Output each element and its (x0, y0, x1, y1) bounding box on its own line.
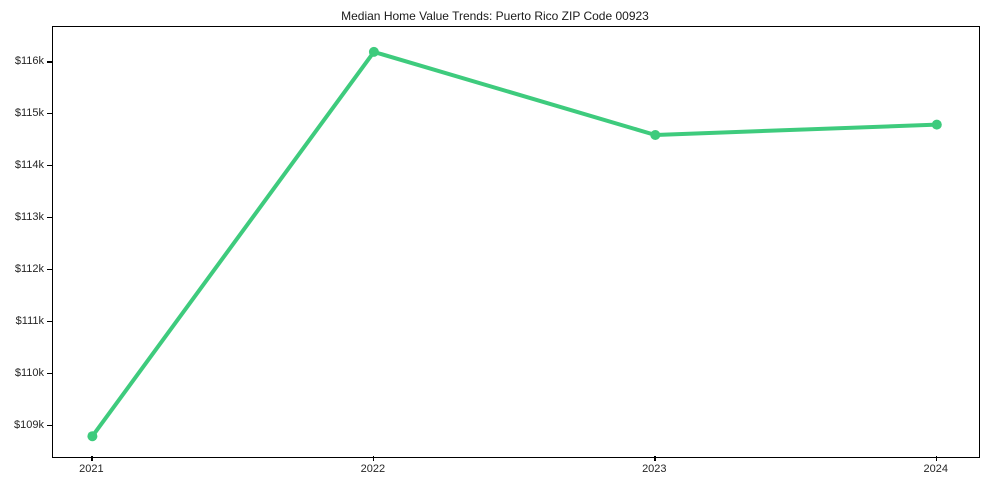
y-tick-mark (47, 320, 52, 323)
x-tick-label: 2022 (360, 463, 386, 475)
data-point-2021 (87, 431, 98, 442)
y-tick-label: $109k (14, 418, 44, 431)
y-tick-label: $116k (14, 55, 44, 68)
data-point-2023 (650, 130, 661, 140)
y-tick-label: $114k (14, 159, 44, 172)
y-tick-label: $115k (14, 107, 44, 120)
y-tick-mark (47, 269, 52, 271)
x-tick-mark (654, 456, 656, 461)
x-tick-label: 2021 (79, 463, 104, 475)
data-point-2022 (368, 46, 379, 57)
y-tick-mark (47, 113, 52, 115)
plot-area (52, 26, 980, 458)
y-tick-mark (47, 217, 52, 219)
x-tick-mark (91, 456, 93, 461)
y-tick-mark (47, 61, 52, 63)
line-chart-svg (87, 46, 942, 442)
y-tick-mark (47, 424, 52, 427)
x-tick-label: 2023 (642, 463, 667, 475)
y-tick-label: $112k (14, 263, 44, 276)
trend-line (90, 49, 939, 439)
y-tick-label: $111k (15, 314, 44, 327)
y-tick-label: $113k (14, 211, 44, 224)
x-tick-mark (372, 456, 375, 461)
y-tick-mark (47, 165, 52, 167)
y-tick-mark (47, 372, 52, 375)
chart-title: Median Home Value Trends: Puerto Rico ZI… (341, 9, 649, 23)
x-tick-mark (935, 456, 937, 461)
data-point-2024 (931, 119, 942, 130)
y-tick-label: $110k (14, 366, 44, 379)
x-tick-label: 2024 (923, 463, 948, 475)
